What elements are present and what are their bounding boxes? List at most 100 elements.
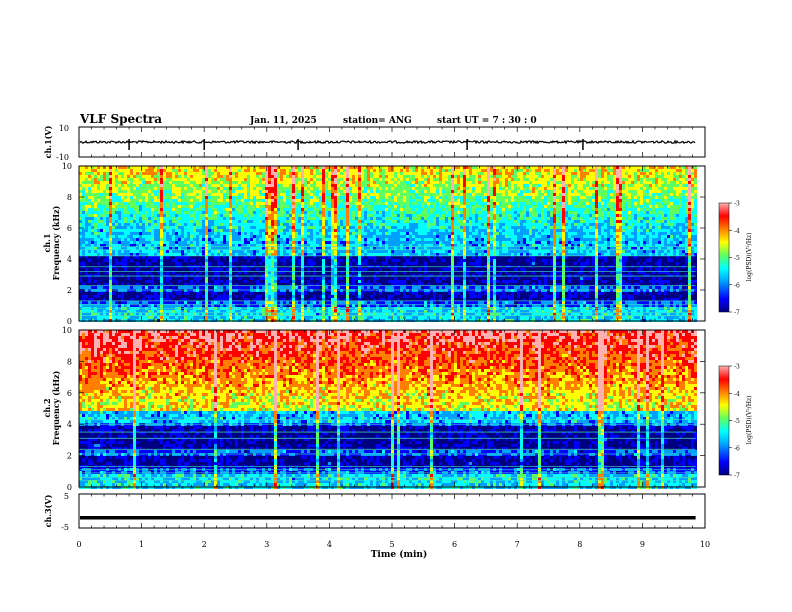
spectrogram-cell bbox=[316, 298, 319, 301]
spectrogram-cell bbox=[91, 280, 94, 283]
spectrogram-cell bbox=[256, 268, 259, 271]
spectrogram-cell bbox=[262, 202, 265, 205]
spectrogram-cell bbox=[106, 250, 109, 253]
spectrogram-cell bbox=[136, 187, 139, 190]
spectrogram-cell bbox=[262, 283, 265, 286]
spectrogram-cell bbox=[277, 205, 280, 208]
spectrogram-cell bbox=[154, 184, 157, 187]
spectrogram-cell bbox=[148, 190, 151, 193]
spectrogram-cell bbox=[163, 274, 166, 277]
spectrogram-cell bbox=[226, 289, 229, 292]
spectrogram-cell bbox=[169, 232, 172, 235]
spectrogram-cell bbox=[331, 223, 334, 226]
spectrogram-cell bbox=[322, 166, 325, 169]
spectrogram-cell bbox=[181, 226, 184, 229]
spectrogram-cell bbox=[265, 214, 268, 217]
spectrogram-cell bbox=[184, 256, 187, 259]
spectrogram-cell bbox=[190, 199, 193, 202]
spectrogram-cell bbox=[274, 175, 277, 178]
spectrogram-cell bbox=[124, 166, 127, 169]
spectrogram-cell bbox=[244, 298, 247, 301]
spectrogram-cell bbox=[256, 172, 259, 175]
spectrogram-cell bbox=[316, 172, 319, 175]
spectrogram-cell bbox=[235, 199, 238, 202]
spectrogram-cell bbox=[124, 208, 127, 211]
spectrogram-cell bbox=[301, 310, 304, 313]
spectrogram-cell bbox=[79, 169, 82, 172]
spectrogram-cell bbox=[169, 271, 172, 274]
spectrogram-cell bbox=[340, 223, 343, 226]
spectrogram-cell bbox=[271, 208, 274, 211]
spectrogram-cell bbox=[229, 238, 232, 241]
spectrogram-cell bbox=[253, 304, 256, 307]
spectrogram-cell bbox=[304, 241, 307, 244]
spectrogram-cell bbox=[199, 196, 202, 199]
spectrogram-cell bbox=[127, 301, 130, 304]
spectrogram-cell bbox=[220, 223, 223, 226]
spectrogram-cell bbox=[352, 229, 355, 232]
spectrogram-cell bbox=[97, 259, 100, 262]
spectrogram-cell bbox=[346, 178, 349, 181]
spectrogram-cell bbox=[214, 175, 217, 178]
spectrogram-cell bbox=[88, 184, 91, 187]
spectrogram-cell bbox=[187, 214, 190, 217]
spectrogram-cell bbox=[352, 247, 355, 250]
spectrogram-cell bbox=[166, 298, 169, 301]
spectrogram-cell bbox=[235, 271, 238, 274]
spectrogram-cell bbox=[334, 250, 337, 253]
spectrogram-cell bbox=[250, 292, 253, 295]
spectrogram-cell bbox=[250, 235, 253, 238]
spectrogram-cell bbox=[124, 262, 127, 265]
spectrogram-cell bbox=[265, 250, 268, 253]
spectrogram-cell bbox=[172, 184, 175, 187]
spectrogram-cell bbox=[298, 190, 301, 193]
spectrogram-cell bbox=[118, 214, 121, 217]
spectrogram-cell bbox=[274, 241, 277, 244]
spectrogram-cell bbox=[292, 202, 295, 205]
spectrogram-cell bbox=[241, 181, 244, 184]
spectrogram-cell bbox=[316, 259, 319, 262]
spectrogram-cell bbox=[325, 217, 328, 220]
spectrogram-cell bbox=[280, 256, 283, 259]
spectrogram-cell bbox=[343, 244, 346, 247]
spectrogram-cell bbox=[160, 169, 163, 172]
spectrogram-cell bbox=[325, 196, 328, 199]
spectrogram-cell bbox=[82, 202, 85, 205]
spectrogram-cell bbox=[208, 283, 211, 286]
spectrogram-cell bbox=[253, 229, 256, 232]
spectrogram-cell bbox=[127, 232, 130, 235]
spectrogram-cell bbox=[121, 253, 124, 256]
spectrogram-cell bbox=[109, 259, 112, 262]
spectrogram-cell bbox=[226, 238, 229, 241]
spectrogram-cell bbox=[295, 169, 298, 172]
spectrogram-cell bbox=[88, 232, 91, 235]
spectrogram-cell bbox=[160, 220, 163, 223]
spectrogram-cell bbox=[154, 280, 157, 283]
spectrogram-cell bbox=[298, 250, 301, 253]
spectrogram-cell bbox=[334, 205, 337, 208]
spectrogram-cell bbox=[220, 220, 223, 223]
spectrogram-cell bbox=[184, 262, 187, 265]
spectrogram-cell bbox=[166, 205, 169, 208]
spectrogram-cell bbox=[220, 292, 223, 295]
spectrogram-cell bbox=[100, 181, 103, 184]
spectrogram-cell bbox=[166, 220, 169, 223]
spectrogram-cell bbox=[352, 226, 355, 229]
spectrogram-cell bbox=[352, 301, 355, 304]
spectrogram-cell bbox=[274, 301, 277, 304]
ch1-waveform-trace bbox=[79, 139, 696, 145]
spectrogram-cell bbox=[352, 169, 355, 172]
spectrogram-cell bbox=[85, 313, 88, 316]
spectrogram-cell bbox=[166, 196, 169, 199]
spectrogram-cell bbox=[145, 259, 148, 262]
spectrogram-cell bbox=[253, 310, 256, 313]
spectrogram-cell bbox=[322, 277, 325, 280]
spectrogram-cell bbox=[82, 190, 85, 193]
spectrogram-cell bbox=[238, 274, 241, 277]
spectrogram-cell bbox=[232, 181, 235, 184]
spectrogram-cell bbox=[343, 190, 346, 193]
spectrogram-cell bbox=[253, 262, 256, 265]
spectrogram-cell bbox=[220, 274, 223, 277]
spectrogram-cell bbox=[205, 232, 208, 235]
spectrogram-cell bbox=[88, 277, 91, 280]
